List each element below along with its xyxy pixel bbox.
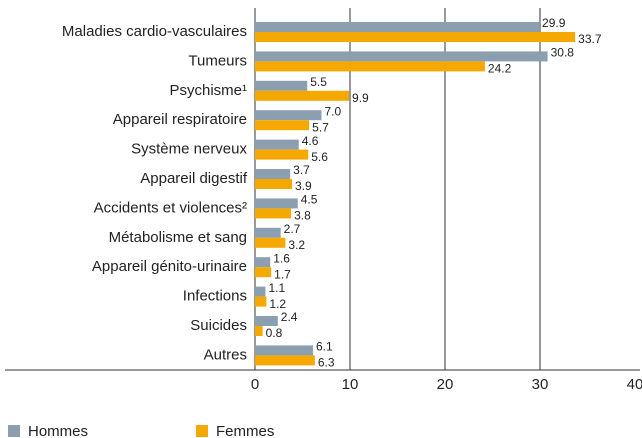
value-label: 3.7 bbox=[293, 163, 310, 177]
bar bbox=[255, 32, 576, 42]
category-label: Psychisme¹ bbox=[169, 82, 247, 99]
bar bbox=[255, 355, 315, 366]
value-label: 1.2 bbox=[269, 297, 286, 311]
category-label: Infections bbox=[183, 288, 247, 305]
bar bbox=[255, 198, 298, 209]
bar bbox=[255, 296, 267, 307]
bar bbox=[255, 286, 266, 297]
x-tick-label: 30 bbox=[532, 376, 549, 393]
bar bbox=[255, 179, 293, 189]
category-label: Autres bbox=[204, 346, 247, 363]
bar bbox=[255, 139, 299, 150]
value-label: 2.7 bbox=[284, 222, 301, 236]
legend-swatch bbox=[196, 425, 208, 437]
category-label: Système nerveux bbox=[131, 141, 247, 158]
bar bbox=[255, 80, 308, 91]
bar bbox=[255, 227, 281, 238]
value-label: 4.5 bbox=[301, 193, 318, 207]
value-label: 5.5 bbox=[310, 75, 327, 89]
bar bbox=[255, 22, 540, 32]
value-label: 7.0 bbox=[325, 104, 342, 118]
value-label: 0.8 bbox=[266, 326, 283, 340]
x-tick-label: 20 bbox=[437, 376, 454, 393]
bar bbox=[255, 237, 286, 248]
value-label: 6.3 bbox=[318, 356, 335, 370]
bar bbox=[255, 169, 291, 179]
category-label: Accidents et violences² bbox=[94, 199, 247, 216]
value-label: 2.4 bbox=[281, 310, 298, 324]
value-label: 24.2 bbox=[488, 62, 512, 76]
legend-label: Femmes bbox=[216, 423, 274, 438]
category-label: Appareil respiratoire bbox=[113, 111, 247, 128]
value-label: 6.1 bbox=[316, 340, 333, 354]
value-label: 5.7 bbox=[312, 120, 329, 134]
bar bbox=[255, 345, 313, 356]
value-label: 3.9 bbox=[295, 179, 312, 193]
x-tick-label: 10 bbox=[342, 376, 359, 393]
bar bbox=[255, 208, 292, 219]
value-label: 1.1 bbox=[268, 281, 285, 295]
category-label: Tumeurs bbox=[188, 52, 247, 69]
value-label: 9.9 bbox=[352, 91, 369, 105]
legend-swatch bbox=[8, 425, 20, 437]
value-label: 1.7 bbox=[274, 267, 291, 281]
category-label: Suicides bbox=[190, 317, 247, 334]
bar bbox=[255, 110, 322, 121]
bar bbox=[255, 120, 310, 131]
bar bbox=[255, 90, 350, 101]
bar bbox=[255, 326, 263, 336]
x-tick-label: 0 bbox=[251, 376, 259, 393]
value-label: 30.8 bbox=[551, 46, 575, 60]
legend-label: Hommes bbox=[28, 423, 88, 438]
value-label: 3.8 bbox=[294, 209, 311, 223]
x-tick-label: 40 bbox=[627, 376, 642, 393]
bar bbox=[255, 149, 309, 160]
value-label: 33.7 bbox=[578, 32, 602, 46]
value-label: 3.2 bbox=[288, 238, 305, 252]
value-label: 1.6 bbox=[273, 251, 290, 265]
bar bbox=[255, 257, 271, 268]
category-label: Appareil génito-urinaire bbox=[92, 258, 247, 275]
bar bbox=[255, 316, 278, 326]
bar bbox=[255, 51, 548, 62]
value-label: 5.6 bbox=[311, 150, 328, 164]
bar bbox=[255, 267, 272, 278]
category-label: Maladies cardio-vasculaires bbox=[62, 23, 247, 40]
value-label: 4.6 bbox=[302, 134, 319, 148]
category-label: Métabolisme et sang bbox=[109, 229, 247, 246]
value-label: 29.9 bbox=[542, 16, 566, 30]
category-label: Appareil digestif bbox=[140, 170, 248, 187]
bar bbox=[255, 61, 485, 72]
